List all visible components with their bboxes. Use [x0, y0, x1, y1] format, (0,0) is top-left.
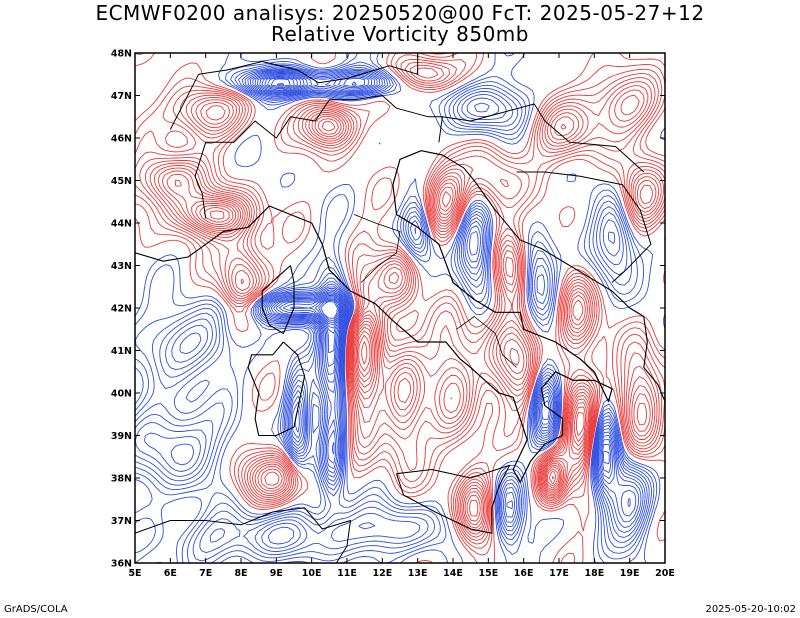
positive-vorticity-contour: [153, 89, 660, 532]
coastline-france: [135, 231, 224, 262]
positive-vorticity-contour: [174, 120, 588, 517]
positive-vorticity-contour: [135, 54, 665, 549]
lon-tick-label: 8E: [234, 568, 247, 579]
negative-vorticity-contour: [135, 53, 658, 563]
negative-vorticity-contour: [261, 75, 610, 465]
lon-tick-label: 15E: [478, 568, 498, 579]
lon-tick-label: 6E: [164, 568, 177, 579]
lat-tick-label: 39N: [111, 431, 132, 442]
coastlines: [135, 53, 665, 563]
negative-vorticity-contour: [135, 67, 648, 552]
negative-vorticity-contour: [170, 69, 644, 545]
negative-vorticity-contour: [256, 73, 631, 507]
border-bosnia: [516, 171, 652, 283]
coastline-north-africa: [135, 507, 351, 563]
coastline-sardinia: [247, 341, 306, 437]
negative-vorticity-contour: [249, 70, 642, 528]
negative-vorticity-contour: [320, 301, 338, 319]
negative-vorticity-contour: [135, 53, 665, 563]
negative-vorticity-contour: [264, 76, 343, 334]
longitude-axis: 5E 6E 7E 8E 9E 10E 11E 12E 13E 14E 15E 16E 17E 18E 19E…: [128, 53, 675, 579]
lon-tick-label: 14E: [443, 568, 463, 579]
lon-tick-label: 17E: [549, 568, 569, 579]
lat-tick-label: 46N: [111, 134, 132, 145]
negative-vorticity-contour: [143, 68, 646, 549]
border-slovenia-croatia: [442, 103, 645, 173]
lon-tick-label: 9E: [270, 568, 283, 579]
lat-tick-label: 48N: [111, 49, 132, 60]
lon-tick-label: 10E: [302, 568, 322, 579]
lat-tick-label: 38N: [111, 474, 132, 485]
lat-tick-label: 47N: [111, 91, 132, 102]
positive-vorticity-contour: [203, 207, 559, 487]
negative-vorticity-contour: [254, 72, 637, 517]
coastline-italy: [223, 150, 613, 483]
lon-tick-label: 16E: [514, 568, 534, 579]
positive-vorticity-contour: [135, 58, 665, 545]
negative-vorticity-contour: [135, 66, 650, 556]
lon-tick-label: 18E: [584, 568, 604, 579]
border-central-europe: [169, 53, 419, 130]
positive-vorticity-contour: [551, 476, 554, 480]
lon-tick-label: 12E: [372, 568, 392, 579]
border-regional-central: [353, 214, 401, 283]
lat-tick-label: 37N: [111, 516, 132, 527]
lon-tick-label: 20E: [655, 568, 675, 579]
lat-tick-label: 45N: [111, 176, 132, 187]
negative-vorticity-contour: [270, 78, 341, 326]
positive-vorticity-contour: [199, 204, 585, 489]
lat-tick-label: 43N: [111, 261, 132, 272]
border-regional-south: [456, 316, 517, 368]
negative-vorticity-contour: [276, 83, 341, 323]
coastline-balkans: [442, 154, 665, 402]
positive-vorticity-contour: [161, 105, 653, 526]
positive-vorticity-contour: [139, 61, 665, 541]
lon-tick-label: 13E: [408, 568, 428, 579]
lon-tick-label: 5E: [128, 568, 141, 579]
lat-tick-label: 44N: [111, 219, 132, 230]
coastline-corsica: [261, 265, 295, 335]
positive-vorticity-contour: [135, 53, 665, 563]
lon-tick-label: 11E: [337, 568, 357, 579]
lat-tick-label: 36N: [111, 559, 132, 570]
latitude-axis: 36N 37N 38N 39N 40N 41N 42N 43N 44N 45N 46N 47N 48N: [111, 49, 665, 570]
lat-tick-label: 40N: [111, 389, 132, 400]
map-title: ECMWF0200 analisys: 20250520@00 FcT: 202…: [95, 1, 705, 25]
negative-vorticity-contour: [318, 299, 340, 321]
positive-vorticity-contour: [157, 94, 657, 529]
negative-vorticity-contour: [267, 77, 342, 329]
lon-tick-label: 19E: [620, 568, 640, 579]
lat-tick-label: 41N: [111, 346, 132, 357]
lon-tick-label: 7E: [199, 568, 212, 579]
positive-vorticity-contour: [149, 67, 662, 535]
negative-vorticity-contour: [135, 64, 652, 562]
positive-vorticity-contour: [195, 191, 586, 491]
run-timestamp: 2025-05-20-10:02: [705, 604, 796, 615]
positive-vorticity-contour: [166, 118, 648, 522]
positive-vorticity-contour: [144, 64, 665, 538]
border-alps: [194, 95, 443, 219]
software-credit: GrADS/COLA: [4, 604, 68, 615]
negative-vorticity-contour: [135, 61, 655, 563]
positive-vorticity-contour: [135, 53, 665, 563]
map-subtitle: Relative Vorticity 850mb: [271, 22, 529, 46]
coastline-sicily: [395, 464, 511, 534]
positive-vorticity-contour: [209, 210, 557, 485]
negative-vorticity-contour: [259, 74, 612, 474]
lat-tick-label: 42N: [111, 304, 132, 315]
contour-layer: [135, 53, 665, 563]
